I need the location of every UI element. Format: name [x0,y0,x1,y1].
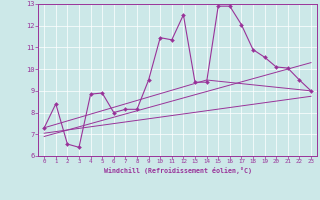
X-axis label: Windchill (Refroidissement éolien,°C): Windchill (Refroidissement éolien,°C) [104,167,252,174]
